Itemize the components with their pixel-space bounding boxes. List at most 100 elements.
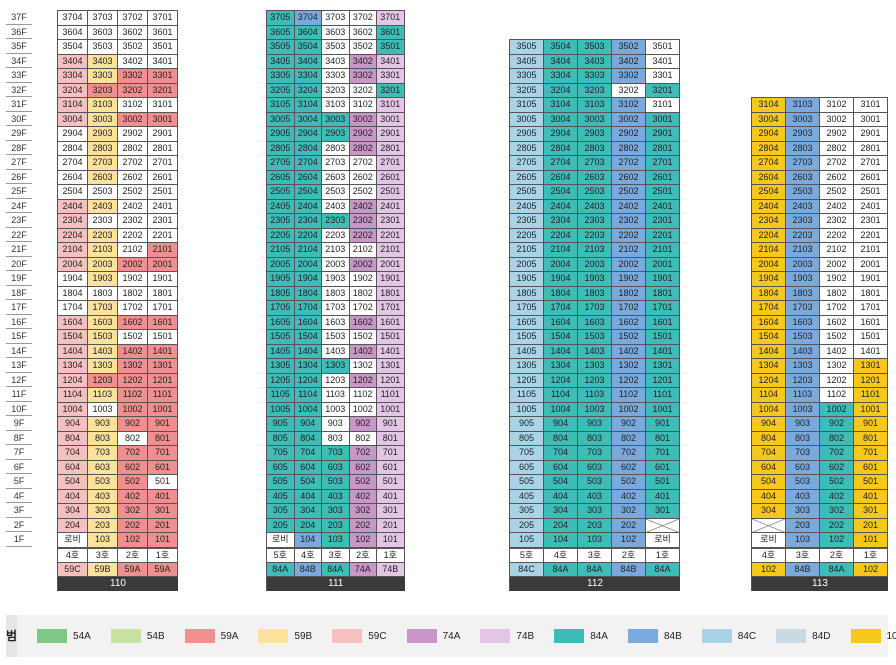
unit-cell: 2101 xyxy=(148,243,178,258)
unit-cell: 2403 xyxy=(88,199,118,214)
unit-cell: 3504 xyxy=(294,40,322,55)
unit-cell: 2802 xyxy=(118,141,148,156)
unit-cell: 3003 xyxy=(578,112,612,127)
unit-cell: 1202 xyxy=(349,373,377,388)
unit-cell: 1403 xyxy=(578,344,612,359)
unit-cell: 804 xyxy=(58,431,88,446)
unit-cell: 3002 xyxy=(349,112,377,127)
unit-cell: 702 xyxy=(820,446,854,461)
unit-cell: 1101 xyxy=(377,388,405,403)
unit-cell: 402 xyxy=(820,489,854,504)
unit-cell: 3102 xyxy=(349,98,377,113)
unit-cell: 1501 xyxy=(854,330,888,345)
unit-cell: 3501 xyxy=(148,40,178,55)
unit-cell: 603 xyxy=(88,460,118,475)
unit-cell: 504 xyxy=(752,475,786,490)
floor-label: 10F xyxy=(6,402,32,416)
legend-swatch xyxy=(627,629,658,643)
building-112: 3505 3504 3503 3502 3501 3405 3404 3403 3402 3401… xyxy=(509,39,680,591)
line-label: 2호 xyxy=(118,549,148,563)
unit-cell: 202 xyxy=(612,518,646,533)
unit-cell: 505 xyxy=(267,475,295,490)
unit-cell: 1603 xyxy=(322,315,350,330)
unit-cell: 2302 xyxy=(820,214,854,229)
unit-cell: 302 xyxy=(349,504,377,519)
unit-cell: 2404 xyxy=(752,199,786,214)
unit-cell: 3001 xyxy=(148,112,178,127)
unit-cell: 1901 xyxy=(646,272,680,287)
line-label: 3호 xyxy=(88,549,118,563)
floor-label: 31F xyxy=(6,97,32,112)
unit-cell: 3402 xyxy=(118,54,148,69)
unit-cell: 1601 xyxy=(377,315,405,330)
unit-cell: 704 xyxy=(58,446,88,461)
unit-cell: 3301 xyxy=(148,69,178,84)
floor-label: 2F xyxy=(6,518,32,532)
unit-cell: 2202 xyxy=(118,228,148,243)
unit-cell: 1804 xyxy=(58,286,88,301)
unit-cell: 703 xyxy=(322,446,350,461)
unit-cell: 2502 xyxy=(118,185,148,200)
unit-cell: 904 xyxy=(752,417,786,432)
unit-cell: 2305 xyxy=(267,214,295,229)
unit-cell: 2402 xyxy=(820,199,854,214)
unit-cell: 3205 xyxy=(510,83,544,98)
line-label: 2호 xyxy=(612,549,646,563)
unit-cell: 604 xyxy=(58,460,88,475)
unit-cell: 1105 xyxy=(267,388,295,403)
floor-label: 8F xyxy=(6,431,32,445)
unit-cell: 1502 xyxy=(349,330,377,345)
unit-cell: 1804 xyxy=(752,286,786,301)
unit-cell: 1104 xyxy=(58,388,88,403)
unit-cell: 3704 xyxy=(58,11,88,26)
building-name: 113 xyxy=(752,577,888,591)
unit-cell: 1502 xyxy=(118,330,148,345)
unit-cell: 1003 xyxy=(786,402,820,417)
unit-cell: 2301 xyxy=(646,214,680,229)
unit-cell: 2102 xyxy=(349,243,377,258)
floor-label: 33F xyxy=(6,68,32,83)
unit-cell: 901 xyxy=(148,417,178,432)
floor-label: 13F xyxy=(6,358,32,373)
unit-cell: 1103 xyxy=(578,388,612,403)
unit-cell: 1405 xyxy=(267,344,295,359)
unit-cell: 1604 xyxy=(294,315,322,330)
unit-cell: 1603 xyxy=(88,315,118,330)
floor-labels: 37F 36F 35F 34F 33F 32F 31F 30F 29F 28F 27F 26F 25F 2… xyxy=(6,10,32,547)
unit-cell: 805 xyxy=(267,431,295,446)
unit-cell: 2502 xyxy=(612,185,646,200)
unit-cell: 2204 xyxy=(294,228,322,243)
unit-cell: 302 xyxy=(820,504,854,519)
floor-label: 34F xyxy=(6,54,32,68)
unit-cell: 2101 xyxy=(854,243,888,258)
unit-cell: 2304 xyxy=(294,214,322,229)
unit-cell: 1803 xyxy=(786,286,820,301)
unit-cell: 2701 xyxy=(377,156,405,171)
unit-cell: 2805 xyxy=(510,141,544,156)
unit-cell: 3302 xyxy=(118,69,148,84)
line-label: 1호 xyxy=(646,549,680,563)
unit-cell: 1801 xyxy=(377,286,405,301)
unit-cell: 2404 xyxy=(544,199,578,214)
building-name: 112 xyxy=(510,577,680,591)
unit-cell: 3602 xyxy=(349,25,377,40)
floor-label: 30F xyxy=(6,112,32,126)
unit-cell: 1605 xyxy=(510,315,544,330)
unit-cell: 1903 xyxy=(786,272,820,287)
unit-cell: 102 xyxy=(820,533,854,548)
unit-cell: 1002 xyxy=(118,402,148,417)
unit-cell: 804 xyxy=(752,431,786,446)
unit-cell: 1002 xyxy=(820,402,854,417)
unit-cell: 2901 xyxy=(377,127,405,142)
unit-cell: 801 xyxy=(646,431,680,446)
unit-cell: 1504 xyxy=(544,330,578,345)
unit-cell: 1604 xyxy=(544,315,578,330)
unit-cell: 1805 xyxy=(510,286,544,301)
unit-cell: 2904 xyxy=(752,127,786,142)
unit-cell: 1803 xyxy=(322,286,350,301)
unit-cell: 1704 xyxy=(752,301,786,316)
unit-cell: 2002 xyxy=(118,257,148,272)
unit-cell: 3103 xyxy=(578,98,612,113)
unit-cell: 604 xyxy=(752,460,786,475)
unit-cell: 3201 xyxy=(377,83,405,98)
